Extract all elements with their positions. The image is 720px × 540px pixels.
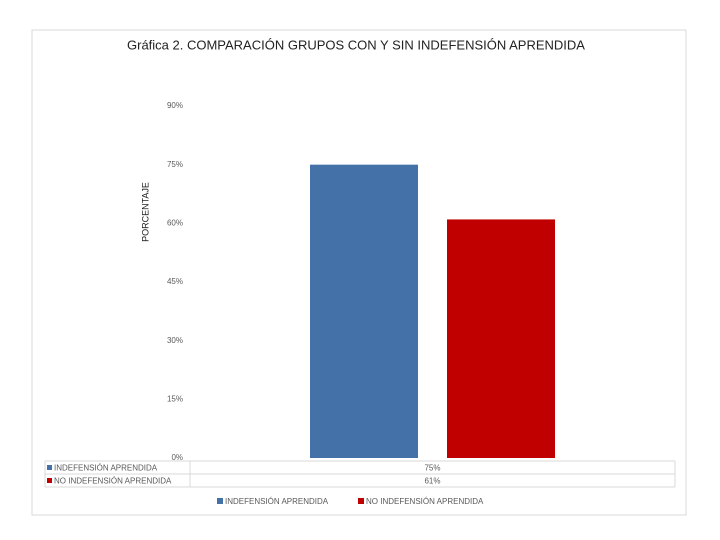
y-tick-label: 75%	[167, 160, 183, 169]
table-series-name: NO INDEFENSIÓN APRENDIDA	[54, 477, 172, 486]
legend-label: NO INDEFENSIÓN APRENDIDA	[366, 497, 484, 506]
y-tick-label: 90%	[167, 101, 183, 110]
y-tick-label: 0%	[171, 453, 183, 462]
table-value: 75%	[424, 464, 440, 473]
y-tick-label: 15%	[167, 394, 183, 403]
bar	[447, 219, 555, 458]
y-tick-label: 45%	[167, 277, 183, 286]
bar	[310, 164, 418, 458]
legend-label: INDEFENSIÓN APRENDIDA	[225, 497, 329, 506]
legend-key	[217, 498, 223, 504]
y-tick-label: 60%	[167, 218, 183, 227]
y-axis-label: PORCENTAJE	[140, 182, 150, 242]
legend-key	[358, 498, 364, 504]
chart-title: Gráfica 2. COMPARACIÓN GRUPOS CON Y SIN …	[127, 37, 585, 52]
table-legend-key	[47, 478, 52, 483]
table-legend-key	[47, 465, 52, 470]
table-series-name: INDEFENSIÓN APRENDIDA	[54, 464, 158, 473]
table-value: 61%	[424, 477, 440, 486]
y-tick-label: 30%	[167, 336, 183, 345]
